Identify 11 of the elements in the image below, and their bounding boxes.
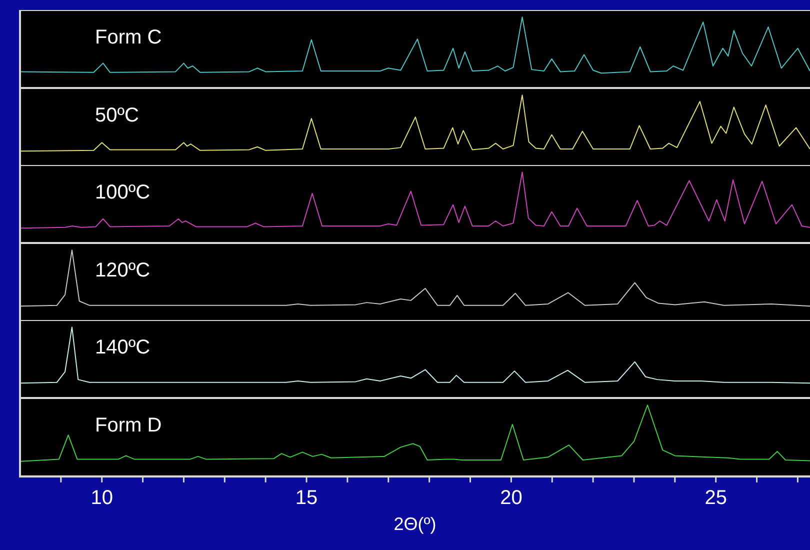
x-tick-label: 15 xyxy=(295,486,318,509)
x-axis-title: 2Θ(º) xyxy=(394,514,436,534)
text: 50ºC xyxy=(95,104,139,127)
x-tick-label: 20 xyxy=(500,486,522,509)
x-tick-label: 25 xyxy=(704,486,727,509)
text: 100ºC xyxy=(95,182,150,204)
text: Form C xyxy=(95,26,162,49)
text: 140ºC xyxy=(95,336,150,359)
x-tick-label: 10 xyxy=(90,486,113,509)
text: Form D xyxy=(95,414,162,437)
text: 120ºC xyxy=(95,260,150,282)
